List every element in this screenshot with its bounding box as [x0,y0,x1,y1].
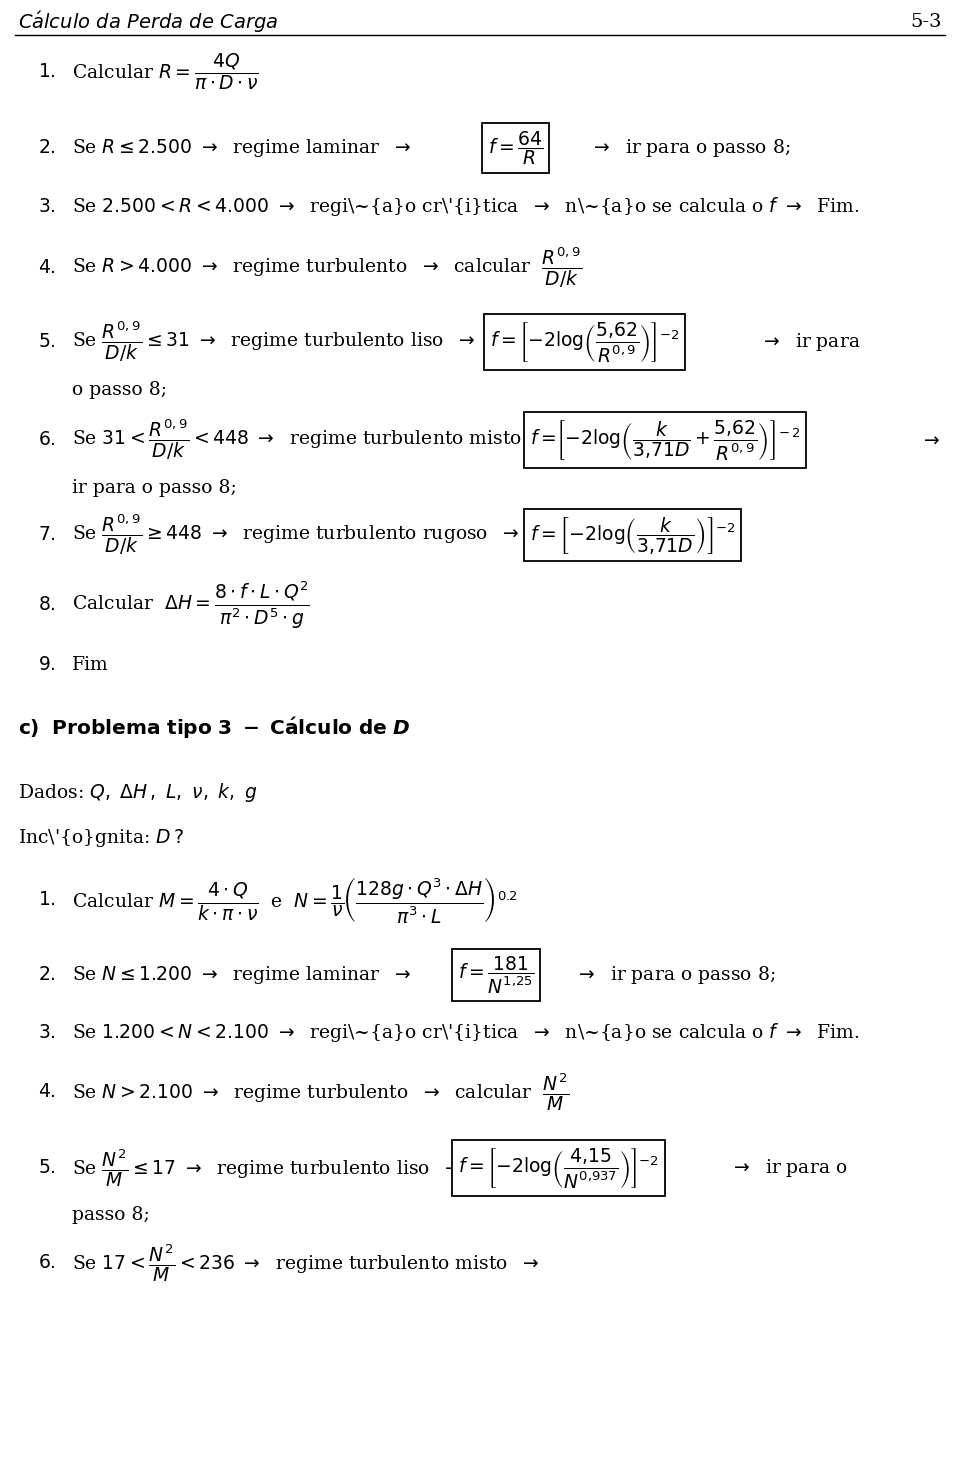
Text: Se $2.500 < R < 4.000\ \rightarrow\ $ regi\~{a}o cr\'{i}tica $\ \rightarrow\ $ n: Se $2.500 < R < 4.000\ \rightarrow\ $ re… [72,195,859,219]
Text: Calcular $M = \dfrac{4 \cdot Q}{k \cdot \pi \cdot \nu}$  e  $N = \dfrac{1}{\nu}\: Calcular $M = \dfrac{4 \cdot Q}{k \cdot … [72,874,518,925]
Text: $2.$: $2.$ [38,139,56,157]
Text: $\rightarrow\ $ ir para: $\rightarrow\ $ ir para [760,331,860,353]
Text: $f = \left[-2\log\!\left(\dfrac{4{,}15}{N^{0{,}937}}\right)\right]^{-2}$: $f = \left[-2\log\!\left(\dfrac{4{,}15}{… [458,1146,659,1190]
Text: $\rightarrow\ $ ir para o passo 8;: $\rightarrow\ $ ir para o passo 8; [590,137,790,160]
Text: Se $17 < \dfrac{N^2}{M} < 236\ \rightarrow\ $ regime turbulento misto $\ \righta: Se $17 < \dfrac{N^2}{M} < 236\ \rightarr… [72,1242,540,1284]
Text: Fim: Fim [72,656,108,674]
Text: $\rightarrow\ $ ir para o: $\rightarrow\ $ ir para o [730,1156,848,1179]
Text: $\rightarrow$: $\rightarrow$ [920,431,940,449]
Text: Se $\dfrac{R^{0,9}}{D/k} \geq 448\ \rightarrow\ $ regime turbulento rugoso $\ \r: Se $\dfrac{R^{0,9}}{D/k} \geq 448\ \righ… [72,513,519,557]
Text: $5.$: $5.$ [38,332,56,352]
Text: $2.$: $2.$ [38,966,56,984]
Text: $f = \dfrac{181}{N^{1{,}25}}$: $f = \dfrac{181}{N^{1{,}25}}$ [458,954,535,995]
Text: $4.$: $4.$ [38,258,56,278]
Text: $f = \left[-2\log\!\left(\dfrac{5{,}62}{R^{0,9}}\right)\right]^{-2}$: $f = \left[-2\log\!\left(\dfrac{5{,}62}{… [490,321,680,363]
Text: $1.$: $1.$ [38,891,56,908]
Text: Se $\dfrac{N^2}{M} \leq 17\ \rightarrow\ $ regime turbulento liso $\ \rightarrow: Se $\dfrac{N^2}{M} \leq 17\ \rightarrow\… [72,1148,462,1189]
Text: Calcular $\ \Delta H = \dfrac{8 \cdot f \cdot L \cdot Q^2}{\pi^2 \cdot D^5 \cdot: Calcular $\ \Delta H = \dfrac{8 \cdot f … [72,579,310,631]
Text: $f = \!\left[-2\log\!\left(\dfrac{k}{3{,}71D}+\dfrac{5{,}62}{R^{0,9}}\right)\rig: $f = \!\left[-2\log\!\left(\dfrac{k}{3{,… [530,418,801,462]
Text: $6.$: $6.$ [38,1254,56,1272]
Text: $\rightarrow\ $ ir para o passo 8;: $\rightarrow\ $ ir para o passo 8; [575,964,776,987]
Text: passo 8;: passo 8; [72,1207,150,1224]
Text: $1.$: $1.$ [38,64,56,81]
Text: $8.$: $8.$ [38,597,56,614]
Text: $\mathit{C\acute{a}lculo\ da\ Perda\ de\ Carga}$: $\mathit{C\acute{a}lculo\ da\ Perda\ de\… [18,9,278,35]
Text: Se $R \leq 2.500\ \rightarrow\ $ regime laminar $\ \rightarrow\ $: Se $R \leq 2.500\ \rightarrow\ $ regime … [72,137,411,160]
Text: $6.$: $6.$ [38,431,56,449]
Text: $f = \dfrac{64}{R}$: $f = \dfrac{64}{R}$ [488,128,543,167]
Text: Se $N \leq 1.200\ \rightarrow\ $ regime laminar $\ \rightarrow\ $: Se $N \leq 1.200\ \rightarrow\ $ regime … [72,964,411,987]
Text: Se $N > 2.100\ \rightarrow\ $ regime turbulento $\ \rightarrow\ $ calcular $\ \d: Se $N > 2.100\ \rightarrow\ $ regime tur… [72,1071,569,1112]
Text: o passo 8;: o passo 8; [72,381,167,399]
Text: $\mathbf{c)}$  $\mathbf{Problema\ tipo\ 3\ -\ C\acute{a}lculo\ de}\ \boldsymbol{: $\mathbf{c)}$ $\mathbf{Problema\ tipo\ 3… [18,715,411,740]
Text: $4.$: $4.$ [38,1083,56,1100]
Text: Se $R > 4.000\ \rightarrow\ $ regime turbulento $\ \rightarrow\ $ calcular $\ \d: Se $R > 4.000\ \rightarrow\ $ regime tur… [72,245,582,289]
Text: $3.$: $3.$ [38,198,56,216]
Text: $f = \left[-2\log\!\left(\dfrac{k}{3{,}71D}\right)\right]^{-2}$: $f = \left[-2\log\!\left(\dfrac{k}{3{,}7… [530,514,735,555]
Text: $9.$: $9.$ [38,656,56,674]
Text: 5-3: 5-3 [910,13,942,31]
Text: Calcular $R = \dfrac{4Q}{\pi \cdot D \cdot \nu}$: Calcular $R = \dfrac{4Q}{\pi \cdot D \cd… [72,52,259,93]
Text: Se $1.200 < N < 2.100\ \rightarrow\ $ regi\~{a}o cr\'{i}tica $\ \rightarrow\ $ n: Se $1.200 < N < 2.100\ \rightarrow\ $ re… [72,1022,859,1044]
Text: Se $31 < \dfrac{R^{0,9}}{D/k} < 448\ \rightarrow\ $ regime turbulento misto $\ \: Se $31 < \dfrac{R^{0,9}}{D/k} < 448\ \ri… [72,418,554,462]
Text: Inc\'{o}gnita: $D\,?$: Inc\'{o}gnita: $D\,?$ [18,827,184,849]
Text: $5.$: $5.$ [38,1159,56,1177]
Text: ir para o passo 8;: ir para o passo 8; [72,479,237,496]
Text: $7.$: $7.$ [38,526,56,544]
Text: $3.$: $3.$ [38,1024,56,1041]
Text: Dados: $Q,\ \Delta H\,,\ L,\ \nu,\ k,\ g$: Dados: $Q,\ \Delta H\,,\ L,\ \nu,\ k,\ g… [18,781,257,805]
Text: Se $\dfrac{R^{0,9}}{D/k} \leq 31\ \rightarrow\ $ regime turbulento liso $\ \righ: Se $\dfrac{R^{0,9}}{D/k} \leq 31\ \right… [72,321,475,365]
